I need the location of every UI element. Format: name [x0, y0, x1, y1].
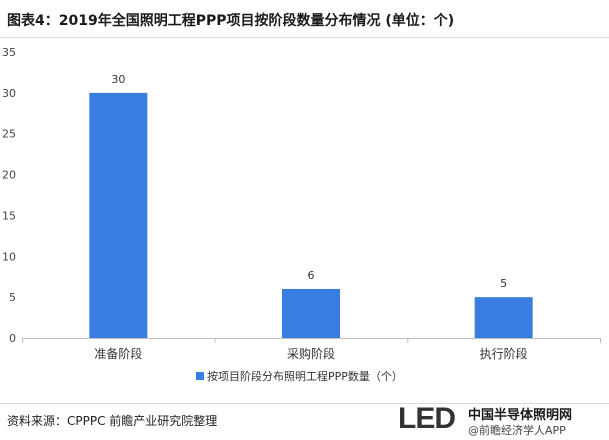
logo-site-name: 中国半导体照明网 — [468, 408, 573, 423]
led-logo-mark: LED — [398, 402, 456, 435]
bar — [282, 288, 340, 338]
legend-label: 按项目阶段分布照明工程PPP数量（个） — [207, 369, 403, 383]
y-tick-label: 5 — [9, 291, 16, 304]
title-bar: 图表4：2019年全国照明工程PPP项目按阶段数量分布情况 (单位：个) — [0, 0, 609, 38]
data-label: 5 — [500, 277, 507, 290]
x-tick-label: 采购阶段 — [287, 346, 335, 361]
y-tick-label: 20 — [2, 169, 16, 182]
brand-logo: LED 中国半导体照明网 @前瞻经济学人APP — [398, 400, 609, 440]
x-tick-label: 执行阶段 — [480, 346, 528, 361]
bars: 30 6 5 — [89, 73, 533, 338]
bar-chart: 0 5 10 15 20 25 30 35 30 6 5 准备阶段 采购阶段 执行阶段 按项目阶段分布… — [2, 46, 601, 383]
chart-title: 图表4：2019年全国照明工程PPP项目按阶段数量分布情况 (单位：个) — [7, 13, 455, 29]
x-tick-label: 准备阶段 — [94, 346, 142, 361]
y-tick-label: 30 — [2, 87, 16, 100]
data-label: 30 — [111, 73, 125, 86]
bar — [89, 92, 148, 338]
y-tick-label: 10 — [2, 250, 16, 263]
y-tick-label: 35 — [2, 46, 16, 59]
y-tick-label: 25 — [2, 128, 16, 141]
y-axis: 0 5 10 15 20 25 30 35 — [2, 46, 600, 345]
footer-divider — [0, 403, 609, 404]
bar — [474, 297, 533, 338]
source-note: 资料来源：CPPPC 前瞻产业研究院整理 — [7, 414, 218, 428]
x-axis: 准备阶段 采购阶段 执行阶段 — [22, 338, 601, 361]
legend: 按项目阶段分布照明工程PPP数量（个） — [196, 369, 403, 383]
logo-subtitle: @前瞻经济学人APP — [468, 424, 566, 437]
y-tick-label: 15 — [2, 209, 16, 222]
data-label: 6 — [308, 269, 315, 282]
legend-swatch — [196, 372, 204, 380]
y-tick-label: 0 — [9, 332, 16, 345]
